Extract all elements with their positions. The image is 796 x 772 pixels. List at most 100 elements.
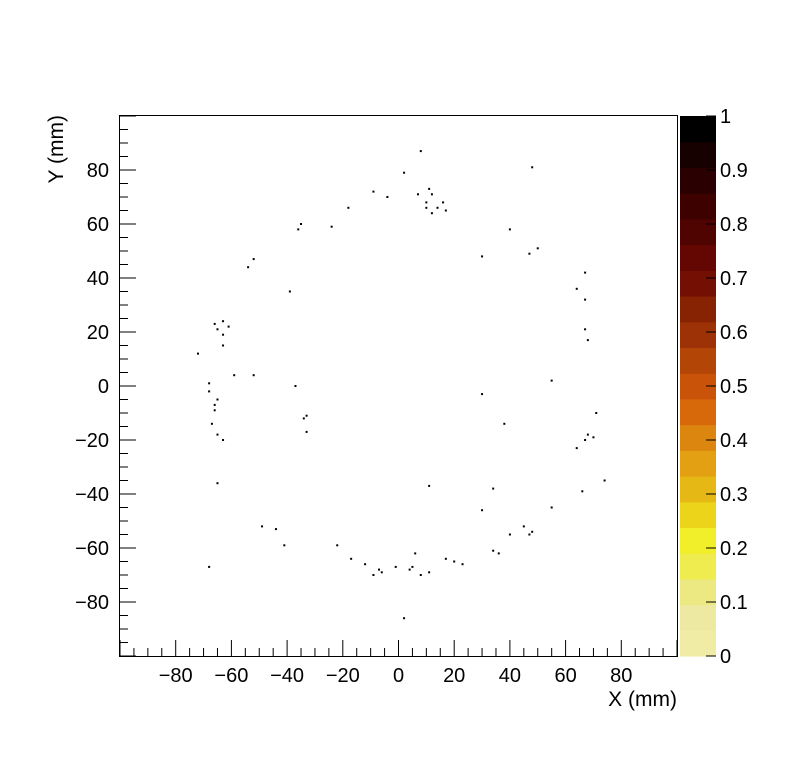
hit-point-69	[531, 530, 534, 533]
hit-point-52	[305, 430, 308, 433]
hit-point-36	[196, 352, 199, 355]
hit-point-14	[347, 206, 350, 209]
hit-point-62	[492, 487, 495, 490]
hit-point-91	[403, 617, 406, 620]
palette-band-13	[680, 296, 716, 323]
hit-point-3	[372, 190, 375, 193]
hit-point-46	[213, 409, 216, 412]
hit-point-4	[386, 196, 389, 198]
palette-label-9: 0.9	[720, 160, 748, 182]
palette-label-7: 0.7	[720, 268, 748, 290]
hit-point-57	[584, 439, 587, 441]
hit-point-54	[222, 439, 225, 441]
palette-label-0: 0	[720, 646, 731, 668]
x-tick-label-1: −60	[214, 665, 248, 687]
palette-band-12	[680, 321, 716, 349]
x-axis-title: X (mm)	[608, 688, 677, 711]
x-tick-label-3: −20	[326, 665, 360, 687]
hit-point-76	[414, 552, 417, 555]
hit-point-40	[208, 390, 211, 393]
hit-point-0	[419, 150, 422, 153]
hit-point-24	[584, 271, 587, 274]
palette-band-14	[680, 270, 716, 297]
palette-band-0	[680, 630, 716, 657]
hit-point-17	[330, 225, 333, 228]
palette-band-5	[680, 501, 716, 529]
x-tick-label-7: 60	[554, 665, 576, 687]
y-tick-label-6: 40	[87, 268, 109, 290]
hit-point-64	[481, 509, 484, 512]
hit-point-90	[419, 574, 422, 576]
hit-point-86	[208, 565, 211, 568]
x-tick-label-5: 20	[443, 665, 465, 687]
hit-point-6	[430, 193, 433, 196]
hit-point-2	[531, 166, 534, 169]
hit-point-32	[222, 333, 225, 336]
palette-band-19	[680, 141, 716, 169]
y-tick-label-7: 60	[87, 214, 109, 236]
hit-point-63	[581, 490, 584, 493]
hit-point-18	[508, 228, 511, 231]
hit-point-51	[503, 422, 506, 425]
hit-point-37	[233, 374, 236, 377]
hit-point-70	[528, 533, 531, 536]
palette-label-2: 0.2	[720, 538, 748, 560]
hit-point-28	[213, 322, 216, 325]
palette-band-9	[680, 398, 716, 426]
hit-point-60	[216, 482, 219, 485]
hit-point-13	[430, 212, 433, 215]
hit-point-26	[575, 287, 578, 290]
hit-point-77	[350, 557, 353, 560]
hit-point-71	[508, 533, 511, 536]
hit-point-42	[550, 379, 553, 382]
x-tick-label-8: 80	[610, 665, 632, 687]
hit-point-27	[584, 298, 587, 301]
hit-point-21	[481, 255, 484, 258]
hit-point-58	[575, 447, 578, 450]
hit-point-38	[252, 374, 255, 377]
hit-point-39	[208, 382, 211, 385]
y-tick-label-2: −40	[75, 484, 109, 506]
palette-band-8	[680, 424, 716, 451]
hit-point-50	[210, 422, 213, 425]
y-tick-label-1: −60	[75, 538, 109, 560]
hit-point-47	[595, 412, 598, 414]
palette-label-1: 0.1	[720, 592, 748, 614]
hit-point-80	[461, 563, 464, 566]
x-tick-label-2: −40	[270, 665, 304, 687]
palette-band-4	[680, 527, 716, 554]
hit-point-23	[252, 258, 255, 261]
hit-point-12	[444, 209, 447, 212]
hit-point-15	[297, 228, 300, 231]
color-palette-labels: 0 0.1 0.2 0.3 0.4 0.5 0.6 0.7 0.8 0.9 1	[720, 106, 748, 668]
hit-point-55	[586, 433, 589, 436]
palette-band-2	[680, 578, 716, 606]
palette-label-10: 1	[720, 106, 731, 128]
palette-band-11	[680, 347, 716, 374]
hit-point-61	[428, 484, 431, 487]
hit-point-56	[592, 436, 595, 439]
y-tick-label-8: 80	[87, 160, 109, 182]
palette-label-4: 0.4	[720, 430, 748, 452]
y-tick-label-4: 0	[98, 376, 109, 398]
y-axis-ticks	[120, 115, 136, 657]
hit-point-41	[294, 385, 297, 387]
hit-point-34	[584, 328, 587, 331]
hit-point-8	[425, 201, 428, 204]
hit-point-74	[492, 549, 495, 552]
hit-point-45	[213, 403, 216, 406]
hit-point-5	[428, 187, 431, 190]
palette-band-6	[680, 476, 716, 503]
hit-point-72	[283, 544, 286, 547]
hit-point-19	[536, 247, 539, 250]
hit-point-25	[288, 290, 291, 293]
hit-point-53	[216, 433, 219, 436]
palette-band-15	[680, 244, 716, 271]
hit-point-22	[247, 266, 250, 269]
palette-band-7	[680, 450, 716, 477]
hit-point-87	[380, 571, 383, 574]
hit-point-1	[403, 171, 406, 174]
hit-point-75	[497, 552, 500, 555]
hit-point-68	[522, 525, 525, 528]
palette-label-8: 0.8	[720, 214, 748, 236]
